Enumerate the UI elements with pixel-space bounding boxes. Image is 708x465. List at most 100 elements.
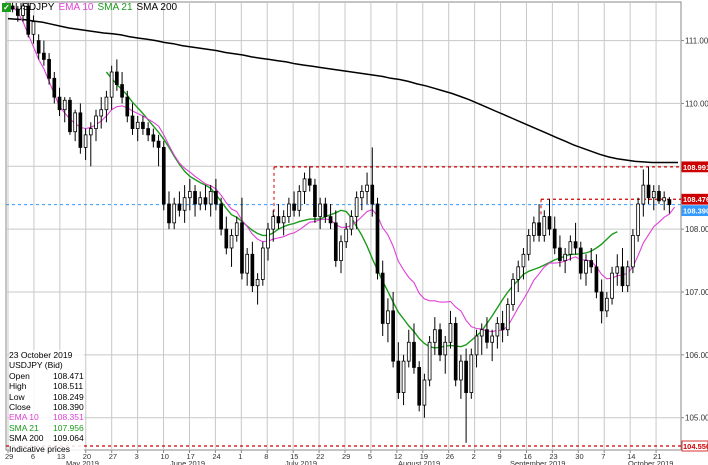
candle-body-up[interactable] [62,99,67,111]
candle-body-down[interactable] [292,203,296,211]
candle-body-down[interactable] [396,360,401,393]
candle-body-up[interactable] [31,21,36,35]
candle-body-up[interactable] [568,241,573,255]
candle-body-up[interactable] [427,341,432,381]
candle-body-down[interactable] [193,191,197,205]
candle-body-up[interactable] [104,96,109,111]
candle-body-down[interactable] [78,112,83,148]
candle-body-up[interactable] [386,310,390,324]
candle-body-up[interactable] [469,354,474,393]
candle-body-down[interactable] [151,134,156,142]
candle-body-up[interactable] [188,191,192,199]
candle-body-down[interactable] [276,216,281,224]
candle-body-down[interactable] [558,247,562,261]
candle-body-up[interactable] [542,216,547,236]
candle-body-up[interactable] [432,329,437,343]
candle-body-up[interactable] [479,329,484,337]
candle-body-down[interactable] [391,310,395,362]
candle-body-up[interactable] [360,191,364,199]
candle-body-up[interactable] [21,5,25,16]
candle-body-down[interactable] [438,329,442,356]
candle-body-down[interactable] [594,266,599,293]
candle-body-down[interactable] [10,5,15,10]
candle-body-up[interactable] [526,235,531,255]
candle-body-up[interactable] [448,323,453,343]
candle-body-up[interactable] [281,216,286,224]
candle-body-down[interactable] [240,222,244,274]
candle-body-up[interactable] [474,335,479,356]
candle-body-down[interactable] [115,71,119,85]
candle-body-down[interactable] [214,191,218,205]
candle-body-up[interactable] [459,360,463,381]
candle-body-up[interactable] [511,279,515,305]
candle-body-up[interactable] [198,197,203,205]
candle-body-up[interactable] [287,203,291,217]
candle-body-up[interactable] [73,112,77,133]
candle-body-up[interactable] [229,235,234,249]
candle-body-up[interactable] [365,184,369,192]
candle-body-down[interactable] [417,367,422,406]
candle-body-up[interactable] [532,222,536,236]
candle-body-up[interactable] [88,128,93,136]
candle-body-up[interactable] [406,341,411,362]
candle-body-down[interactable] [125,96,130,117]
candle-body-up[interactable] [99,109,104,117]
instrument-flag-icon[interactable]: ✓ [2,3,11,12]
candle-body-down[interactable] [380,272,385,324]
candle-body-up[interactable] [94,115,98,129]
candle-body-down[interactable] [15,8,20,16]
candle-body-down[interactable] [313,184,317,217]
candle-body-down[interactable] [328,216,333,224]
candle-body-up[interactable] [271,216,276,230]
candle-body-down[interactable] [547,216,552,230]
candle-body-down[interactable] [412,341,416,368]
candle-body-down[interactable] [146,128,150,136]
candle-body-up[interactable] [584,260,588,274]
candle-body-down[interactable] [250,253,255,287]
candle-body-down[interactable] [177,203,182,211]
candle-body-up[interactable] [605,297,609,312]
candle-body-down[interactable] [36,40,41,54]
candle-body-up[interactable] [615,266,620,274]
candle-body-down[interactable] [485,329,489,343]
candle-body-up[interactable] [641,184,646,205]
candle-body-up[interactable] [631,235,635,268]
candle-body-up[interactable] [208,191,213,205]
candle-body-up[interactable] [625,266,630,287]
candle-body-up[interactable] [495,323,500,337]
candle-body-down[interactable] [657,191,661,202]
candle-body-down[interactable] [323,203,328,217]
candle-body-down[interactable] [589,260,594,268]
candle-body-up[interactable] [422,379,427,406]
candle-body-down[interactable] [667,199,672,206]
candle-body-down[interactable] [573,241,578,249]
candle-body-up[interactable] [636,203,640,236]
candle-body-up[interactable] [349,216,354,230]
candle-body-down[interactable] [141,121,145,129]
candle-body-down[interactable] [646,184,651,199]
candle-body-down[interactable] [47,59,51,79]
candle-body-down[interactable] [375,203,380,274]
candle-body-down[interactable] [224,228,229,249]
candle-body-up[interactable] [255,279,260,287]
candle-body-up[interactable] [83,134,88,148]
candle-body-up[interactable] [260,247,265,280]
candle-body-down[interactable] [370,184,375,205]
candle-body-down[interactable] [161,147,166,205]
candle-body-down[interactable] [219,203,223,230]
candle-body-up[interactable] [302,178,307,192]
candle-body-up[interactable] [234,222,239,236]
candle-body-down[interactable] [552,228,557,249]
candle-body-down[interactable] [120,84,124,98]
candle-body-up[interactable] [109,71,114,98]
candle-body-down[interactable] [68,99,72,133]
candle-body-up[interactable] [443,341,448,356]
candle-body-up[interactable] [354,197,359,217]
candle-body-down[interactable] [130,115,135,129]
candle-body-down[interactable] [26,5,31,35]
candle-body-down[interactable] [57,96,62,111]
candle-body-down[interactable] [333,222,338,261]
candle-body-down[interactable] [156,140,161,148]
